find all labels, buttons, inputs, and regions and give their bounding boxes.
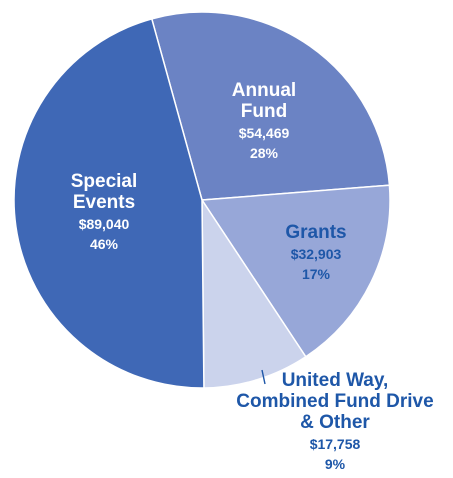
slice-label-3-percent: 46% xyxy=(90,236,119,252)
slice-label-2-name-1: Combined Fund Drive xyxy=(236,391,433,412)
slice-label-3-amount: $89,040 xyxy=(79,216,130,232)
slice-label-2-percent: 9% xyxy=(325,456,346,472)
slice-label-2: United Way, Combined Fund Drive & Other $17… xyxy=(236,370,433,472)
pie-slice-1 xyxy=(200,184,391,358)
slice-label-0: Annual Fund $54,469 28% xyxy=(232,80,296,161)
slice-label-0-name-1: Fund xyxy=(241,101,287,122)
slice-label-1-amount: $32,903 xyxy=(291,246,342,262)
slice-label-2-amount: $17,758 xyxy=(310,436,361,452)
pie-labels: Annual Fund $54,469 28% Grants $32,903 17% Unit… xyxy=(71,80,434,472)
slice-label-0-percent: 28% xyxy=(250,145,279,161)
slice-label-3-name-0: Special xyxy=(71,171,138,192)
pie-slices xyxy=(13,11,391,389)
slice-label-1-percent: 17% xyxy=(302,266,331,282)
pie-slice-3 xyxy=(13,17,205,389)
slice-label-3-name-1: Events xyxy=(73,192,135,213)
slice-label-1: Grants $32,903 17% xyxy=(285,222,346,282)
slice-label-1-name-0: Grants xyxy=(285,222,346,243)
slice-label-2-name-0: United Way, xyxy=(282,370,389,391)
slice-label-0-name-0: Annual xyxy=(232,80,296,101)
slice-label-2-name-2: & Other xyxy=(300,412,370,433)
slice-label-3: Special Events $89,040 46% xyxy=(71,171,138,252)
slice-label-0-amount: $54,469 xyxy=(239,125,290,141)
pie-slice-2 xyxy=(201,197,307,389)
pie-slice-0 xyxy=(150,11,391,201)
leader-line-united-way xyxy=(261,369,266,385)
